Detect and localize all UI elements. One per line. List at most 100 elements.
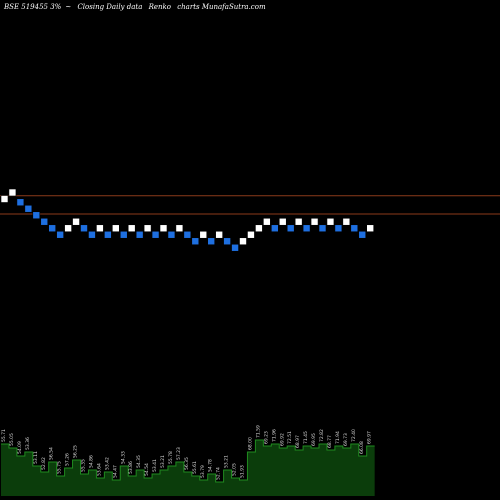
volume-panel bbox=[1, 439, 375, 496]
volume-label: 53.11 bbox=[33, 451, 39, 464]
down-brick bbox=[48, 224, 57, 233]
volume-label: 53.42 bbox=[104, 457, 110, 470]
up-brick bbox=[366, 224, 375, 233]
volume-label: 54.86 bbox=[88, 455, 94, 468]
up-brick bbox=[294, 217, 303, 226]
down-brick bbox=[183, 230, 192, 239]
chart-name-label: Renko bbox=[148, 3, 172, 11]
volume-label: 69.73 bbox=[343, 433, 349, 446]
volume-label: 55.75 bbox=[57, 461, 63, 474]
chart-title: BSE 519455 3% ~ Closing Daily data Renko … bbox=[4, 3, 270, 11]
up-brick bbox=[64, 224, 72, 233]
volume-label: 56.25 bbox=[73, 445, 79, 458]
volume-label: 53.21 bbox=[160, 455, 166, 468]
volume-label: 54.09 bbox=[17, 441, 23, 454]
up-brick bbox=[263, 217, 271, 226]
volume-label: 52.82 bbox=[41, 457, 47, 470]
down-brick bbox=[223, 237, 231, 246]
title-suffix: ~ bbox=[65, 3, 72, 11]
down-brick bbox=[167, 230, 176, 239]
volume-area bbox=[1, 440, 375, 496]
volume-label: 52.74 bbox=[216, 467, 222, 480]
volume-label: 56.54 bbox=[49, 447, 55, 460]
price-levels bbox=[0, 195, 500, 215]
volume-label: 71.94 bbox=[335, 431, 341, 444]
up-brick bbox=[0, 195, 9, 203]
volume-label: 55.71 bbox=[1, 429, 7, 442]
volume-label: 71.45 bbox=[303, 431, 309, 444]
volume-label: 53.86 bbox=[128, 461, 134, 474]
volume-label: 53.79 bbox=[200, 465, 206, 478]
down-brick bbox=[80, 224, 88, 233]
up-brick bbox=[143, 224, 152, 233]
volume-label: 55.61 bbox=[192, 461, 198, 474]
down-brick bbox=[358, 230, 367, 239]
volume-label: 68.77 bbox=[327, 435, 333, 448]
up-brick bbox=[247, 230, 255, 239]
volume-outline bbox=[1, 439, 375, 483]
volume-label: 69.97 bbox=[367, 431, 373, 444]
volume-label: 52.05 bbox=[232, 463, 238, 476]
volume-label: 54.33 bbox=[120, 451, 126, 464]
down-brick bbox=[151, 230, 160, 239]
volume-label: 72.82 bbox=[319, 429, 325, 442]
up-brick bbox=[342, 217, 351, 226]
up-brick bbox=[72, 217, 80, 226]
down-brick bbox=[350, 224, 359, 233]
up-brick bbox=[8, 188, 17, 197]
volume-label: 71.96 bbox=[271, 429, 277, 442]
volume-label: 57.26 bbox=[65, 453, 71, 466]
up-brick bbox=[278, 217, 287, 226]
down-brick bbox=[88, 230, 96, 239]
description-label: Closing Daily data bbox=[77, 3, 143, 11]
down-brick bbox=[302, 224, 311, 233]
down-brick bbox=[318, 224, 327, 233]
symbol-label: BSE 519455 3% bbox=[4, 3, 62, 11]
volume-label: 56.35 bbox=[184, 457, 190, 470]
volume-label: 53.64 bbox=[96, 463, 102, 476]
volume-label: 72.51 bbox=[287, 431, 293, 444]
volume-label: 68.00 bbox=[247, 437, 253, 450]
up-brick bbox=[326, 217, 335, 226]
volume-label: 66.08 bbox=[359, 441, 365, 454]
down-brick bbox=[40, 217, 49, 226]
volume-label: 51.93 bbox=[240, 465, 246, 478]
down-brick bbox=[334, 224, 343, 233]
down-brick bbox=[16, 198, 25, 207]
up-brick bbox=[199, 230, 208, 239]
volume-label: 55.78 bbox=[168, 451, 174, 464]
down-brick bbox=[119, 230, 128, 239]
up-brick bbox=[215, 230, 223, 239]
down-brick bbox=[270, 224, 279, 233]
volume-label: 68.97 bbox=[295, 435, 301, 448]
down-brick bbox=[231, 243, 239, 252]
up-brick bbox=[112, 224, 120, 233]
volume-label: 54.47 bbox=[112, 465, 118, 478]
volume-label: 69.23 bbox=[263, 431, 269, 444]
volume-label: 71.59 bbox=[255, 425, 261, 438]
volume-label: 55.05 bbox=[9, 433, 15, 446]
up-brick bbox=[310, 217, 319, 226]
up-brick bbox=[96, 224, 104, 233]
down-brick bbox=[286, 224, 295, 233]
volume-label: 69.95 bbox=[311, 433, 317, 446]
renko-bricks bbox=[0, 188, 375, 252]
down-brick bbox=[24, 204, 33, 213]
up-brick bbox=[159, 224, 168, 233]
watermark-label: charts MunafaSutra.com bbox=[177, 3, 266, 11]
volume-label: 54.78 bbox=[208, 459, 214, 472]
down-brick bbox=[191, 237, 200, 246]
volume-label: 53.41 bbox=[152, 459, 158, 472]
volume-label: 55.35 bbox=[81, 459, 87, 472]
down-brick bbox=[135, 230, 144, 239]
up-brick bbox=[255, 224, 263, 233]
down-brick bbox=[56, 230, 64, 239]
up-brick bbox=[239, 237, 247, 246]
volume-label: 53.36 bbox=[25, 437, 31, 450]
volume-label: 57.23 bbox=[176, 447, 182, 460]
down-brick bbox=[207, 237, 215, 246]
volume-label: 53.21 bbox=[224, 455, 230, 468]
volume-label: 72.40 bbox=[351, 429, 357, 442]
down-brick bbox=[104, 230, 112, 239]
